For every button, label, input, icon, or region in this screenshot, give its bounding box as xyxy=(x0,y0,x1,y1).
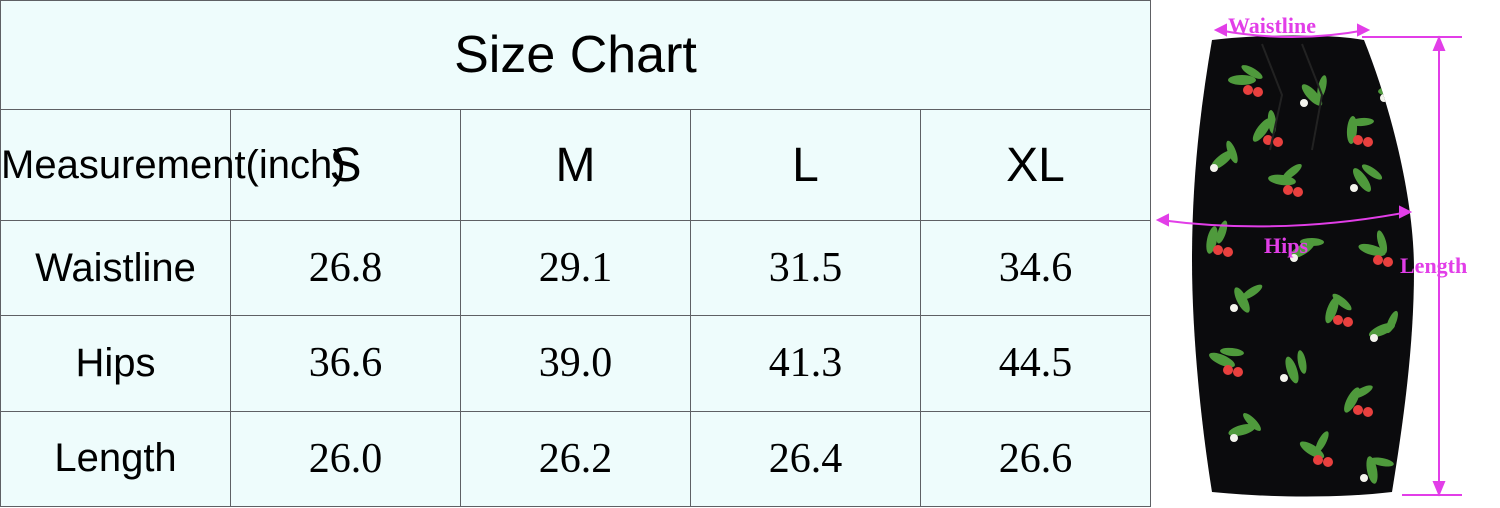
row-label-hips: Hips xyxy=(0,315,231,412)
table-row-waistline: Waistline 26.8 29.1 31.5 34.6 xyxy=(0,219,1151,317)
hips-label: Hips xyxy=(1264,233,1308,258)
row-label-length: Length xyxy=(0,410,231,508)
value-hips-l: 41.3 xyxy=(690,315,921,412)
value-hips-s: 36.6 xyxy=(230,315,461,412)
length-label: Length xyxy=(1400,253,1467,278)
size-chart-title: Size Chart xyxy=(0,0,1151,111)
value-waistline-s: 26.8 xyxy=(230,219,461,317)
measurement-header: Measurement(inch) xyxy=(0,109,346,221)
value-length-s: 26.0 xyxy=(230,410,461,508)
size-header-s: S xyxy=(230,109,461,221)
table-row-hips: Hips 36.6 39.0 41.3 44.5 xyxy=(0,315,1151,412)
size-header-xl: XL xyxy=(920,109,1151,221)
value-length-l: 26.4 xyxy=(690,410,921,508)
hips-guide xyxy=(1159,211,1409,228)
value-waistline-m: 29.1 xyxy=(460,219,691,317)
table-row-length: Length 26.0 26.2 26.4 26.6 xyxy=(0,410,1151,508)
header-row: Measurement(inch) S M L XL xyxy=(0,109,1151,221)
value-waistline-xl: 34.6 xyxy=(920,219,1151,317)
waistline-label: Waistline xyxy=(1228,13,1316,38)
value-waistline-l: 31.5 xyxy=(690,219,921,317)
size-header-m: M xyxy=(460,109,691,221)
value-hips-xl: 44.5 xyxy=(920,315,1151,412)
value-length-xl: 26.6 xyxy=(920,410,1151,508)
size-header-l: L xyxy=(690,109,921,221)
waistline-guide xyxy=(1217,29,1367,38)
skirt-diagram: Waistline Hips Length xyxy=(1152,0,1500,508)
value-hips-m: 39.0 xyxy=(460,315,691,412)
skirt-silhouette xyxy=(1192,35,1414,497)
cherry-print xyxy=(1206,65,1414,484)
value-length-m: 26.2 xyxy=(460,410,691,508)
row-label-waistline: Waistline xyxy=(0,219,231,317)
size-chart-table: Size Chart Measurement(inch) S M L XL Wa… xyxy=(0,0,1151,508)
